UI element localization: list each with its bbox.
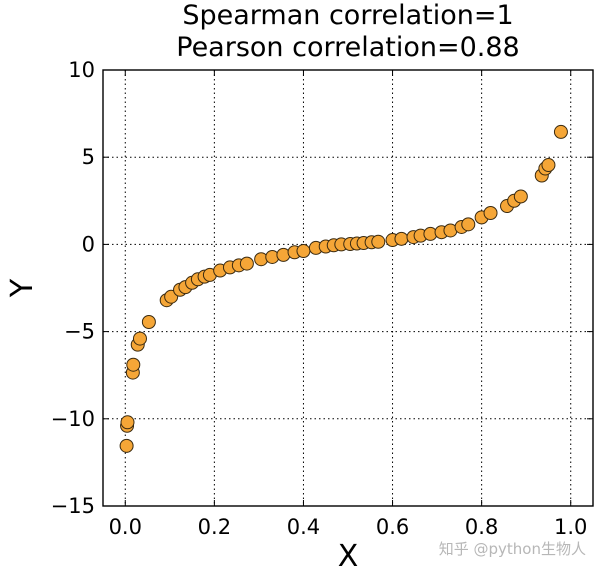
data-point: [394, 231, 409, 246]
data-point: [132, 331, 147, 346]
data-point: [296, 244, 311, 259]
data-point: [541, 158, 556, 173]
y-tick-label: −10: [51, 407, 95, 431]
data-point: [553, 124, 568, 139]
data-point: [239, 256, 254, 271]
data-point: [119, 438, 134, 453]
data-point: [513, 189, 528, 204]
x-tick-label: 0.6: [376, 515, 409, 539]
y-tick-label: 5: [82, 145, 95, 169]
watermark: 知乎 @python生物人: [438, 540, 586, 558]
y-tick-label: −5: [64, 320, 95, 344]
x-tick-label: 0.0: [109, 515, 142, 539]
data-points: [119, 124, 568, 453]
data-point: [483, 206, 498, 221]
y-tick-label: 10: [68, 58, 95, 82]
x-tick-label: 0.4: [287, 515, 320, 539]
data-point: [461, 217, 476, 232]
x-tick-label: 1.0: [554, 515, 587, 539]
y-tick-label: −15: [51, 494, 95, 518]
y-axis-ticks: −15 −10 −5 0 5 10: [51, 58, 593, 518]
x-axis-label: X: [338, 539, 359, 571]
y-tick-label: 0: [82, 232, 95, 256]
y-axis-label: Y: [5, 278, 40, 298]
data-point: [141, 315, 156, 330]
data-point: [371, 234, 386, 249]
chart-title-line-1: Spearman correlation=1: [182, 0, 513, 31]
x-tick-label: 0.8: [465, 515, 498, 539]
plot-area-frame: [102, 69, 594, 507]
chart-title: Spearman correlation=1 Pearson correlati…: [176, 0, 519, 63]
x-axis-ticks: 0.0 0.2 0.4 0.6 0.8 1.0: [109, 70, 587, 539]
x-tick-label: 0.2: [198, 515, 231, 539]
data-point: [120, 415, 135, 430]
data-point: [126, 357, 141, 372]
chart-title-line-2: Pearson correlation=0.88: [176, 32, 519, 63]
